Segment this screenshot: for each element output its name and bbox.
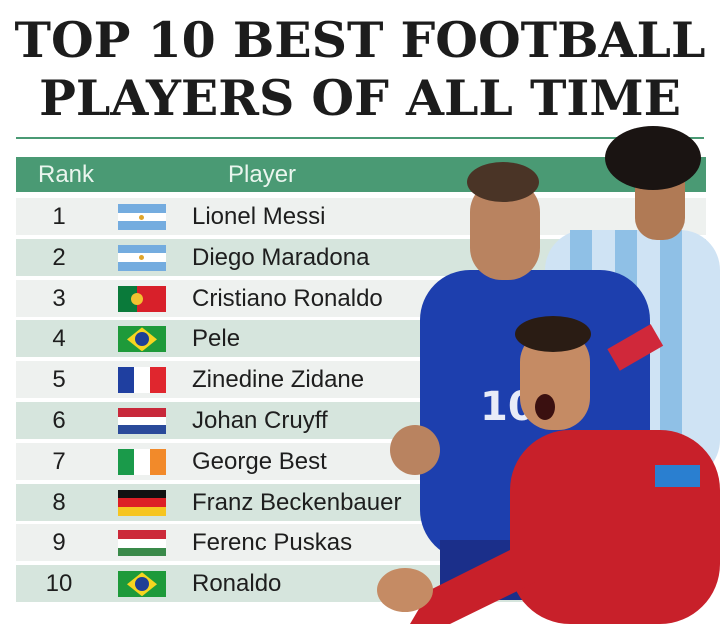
rank-cell: 1 [52, 203, 66, 230]
rank-cell: 2 [52, 243, 66, 271]
rank-cell: 10 [45, 570, 73, 598]
title-line-2: PLAYERS OF ALL TIME [39, 69, 681, 127]
portugal-flag-icon [118, 285, 166, 312]
argentina-flag-icon [118, 244, 166, 271]
player-name: George Best [192, 447, 327, 475]
rank-cell: 7 [52, 447, 66, 475]
divider [16, 137, 704, 139]
rank-cell: 4 [52, 325, 66, 353]
table-row: 1 Lionel Messi [16, 198, 706, 235]
player-name: Lionel Messi [192, 203, 326, 230]
player-column-header: Player [228, 161, 297, 188]
player-name: Zinedine Zidane [192, 366, 365, 394]
brazil-flag-icon [118, 571, 166, 598]
player-name: Johan Cruyff [192, 407, 328, 434]
player-name: Pele [192, 325, 241, 353]
rank-cell: 9 [52, 529, 66, 557]
player-name: Ferenc Puskas [192, 529, 353, 557]
rank-cell: 5 [52, 366, 66, 394]
table-header: Rank Player [16, 157, 706, 192]
ireland-flag-icon [118, 448, 166, 475]
player-name: Franz Beckenbauer [192, 488, 402, 516]
rank-cell: 6 [52, 407, 66, 434]
argentina-flag-icon [118, 204, 166, 230]
player-name: Diego Maradona [192, 243, 370, 271]
players-photo: 10 [377, 126, 720, 624]
brazil-flag-icon [118, 326, 166, 353]
player-name: Ronaldo [192, 570, 282, 598]
player-name: Cristiano Ronaldo [192, 284, 383, 312]
ronaldo-figure [377, 316, 720, 624]
rank-column-header: Rank [38, 161, 95, 188]
title-line-1: TOP 10 BEST FOOTBALL [14, 11, 706, 69]
netherlands-flag-icon [118, 408, 166, 434]
rank-cell: 3 [52, 284, 66, 312]
rank-cell: 8 [52, 488, 66, 516]
france-flag-icon [118, 367, 166, 394]
germany-flag-icon [118, 489, 166, 516]
hungary-flag-icon [118, 530, 166, 557]
